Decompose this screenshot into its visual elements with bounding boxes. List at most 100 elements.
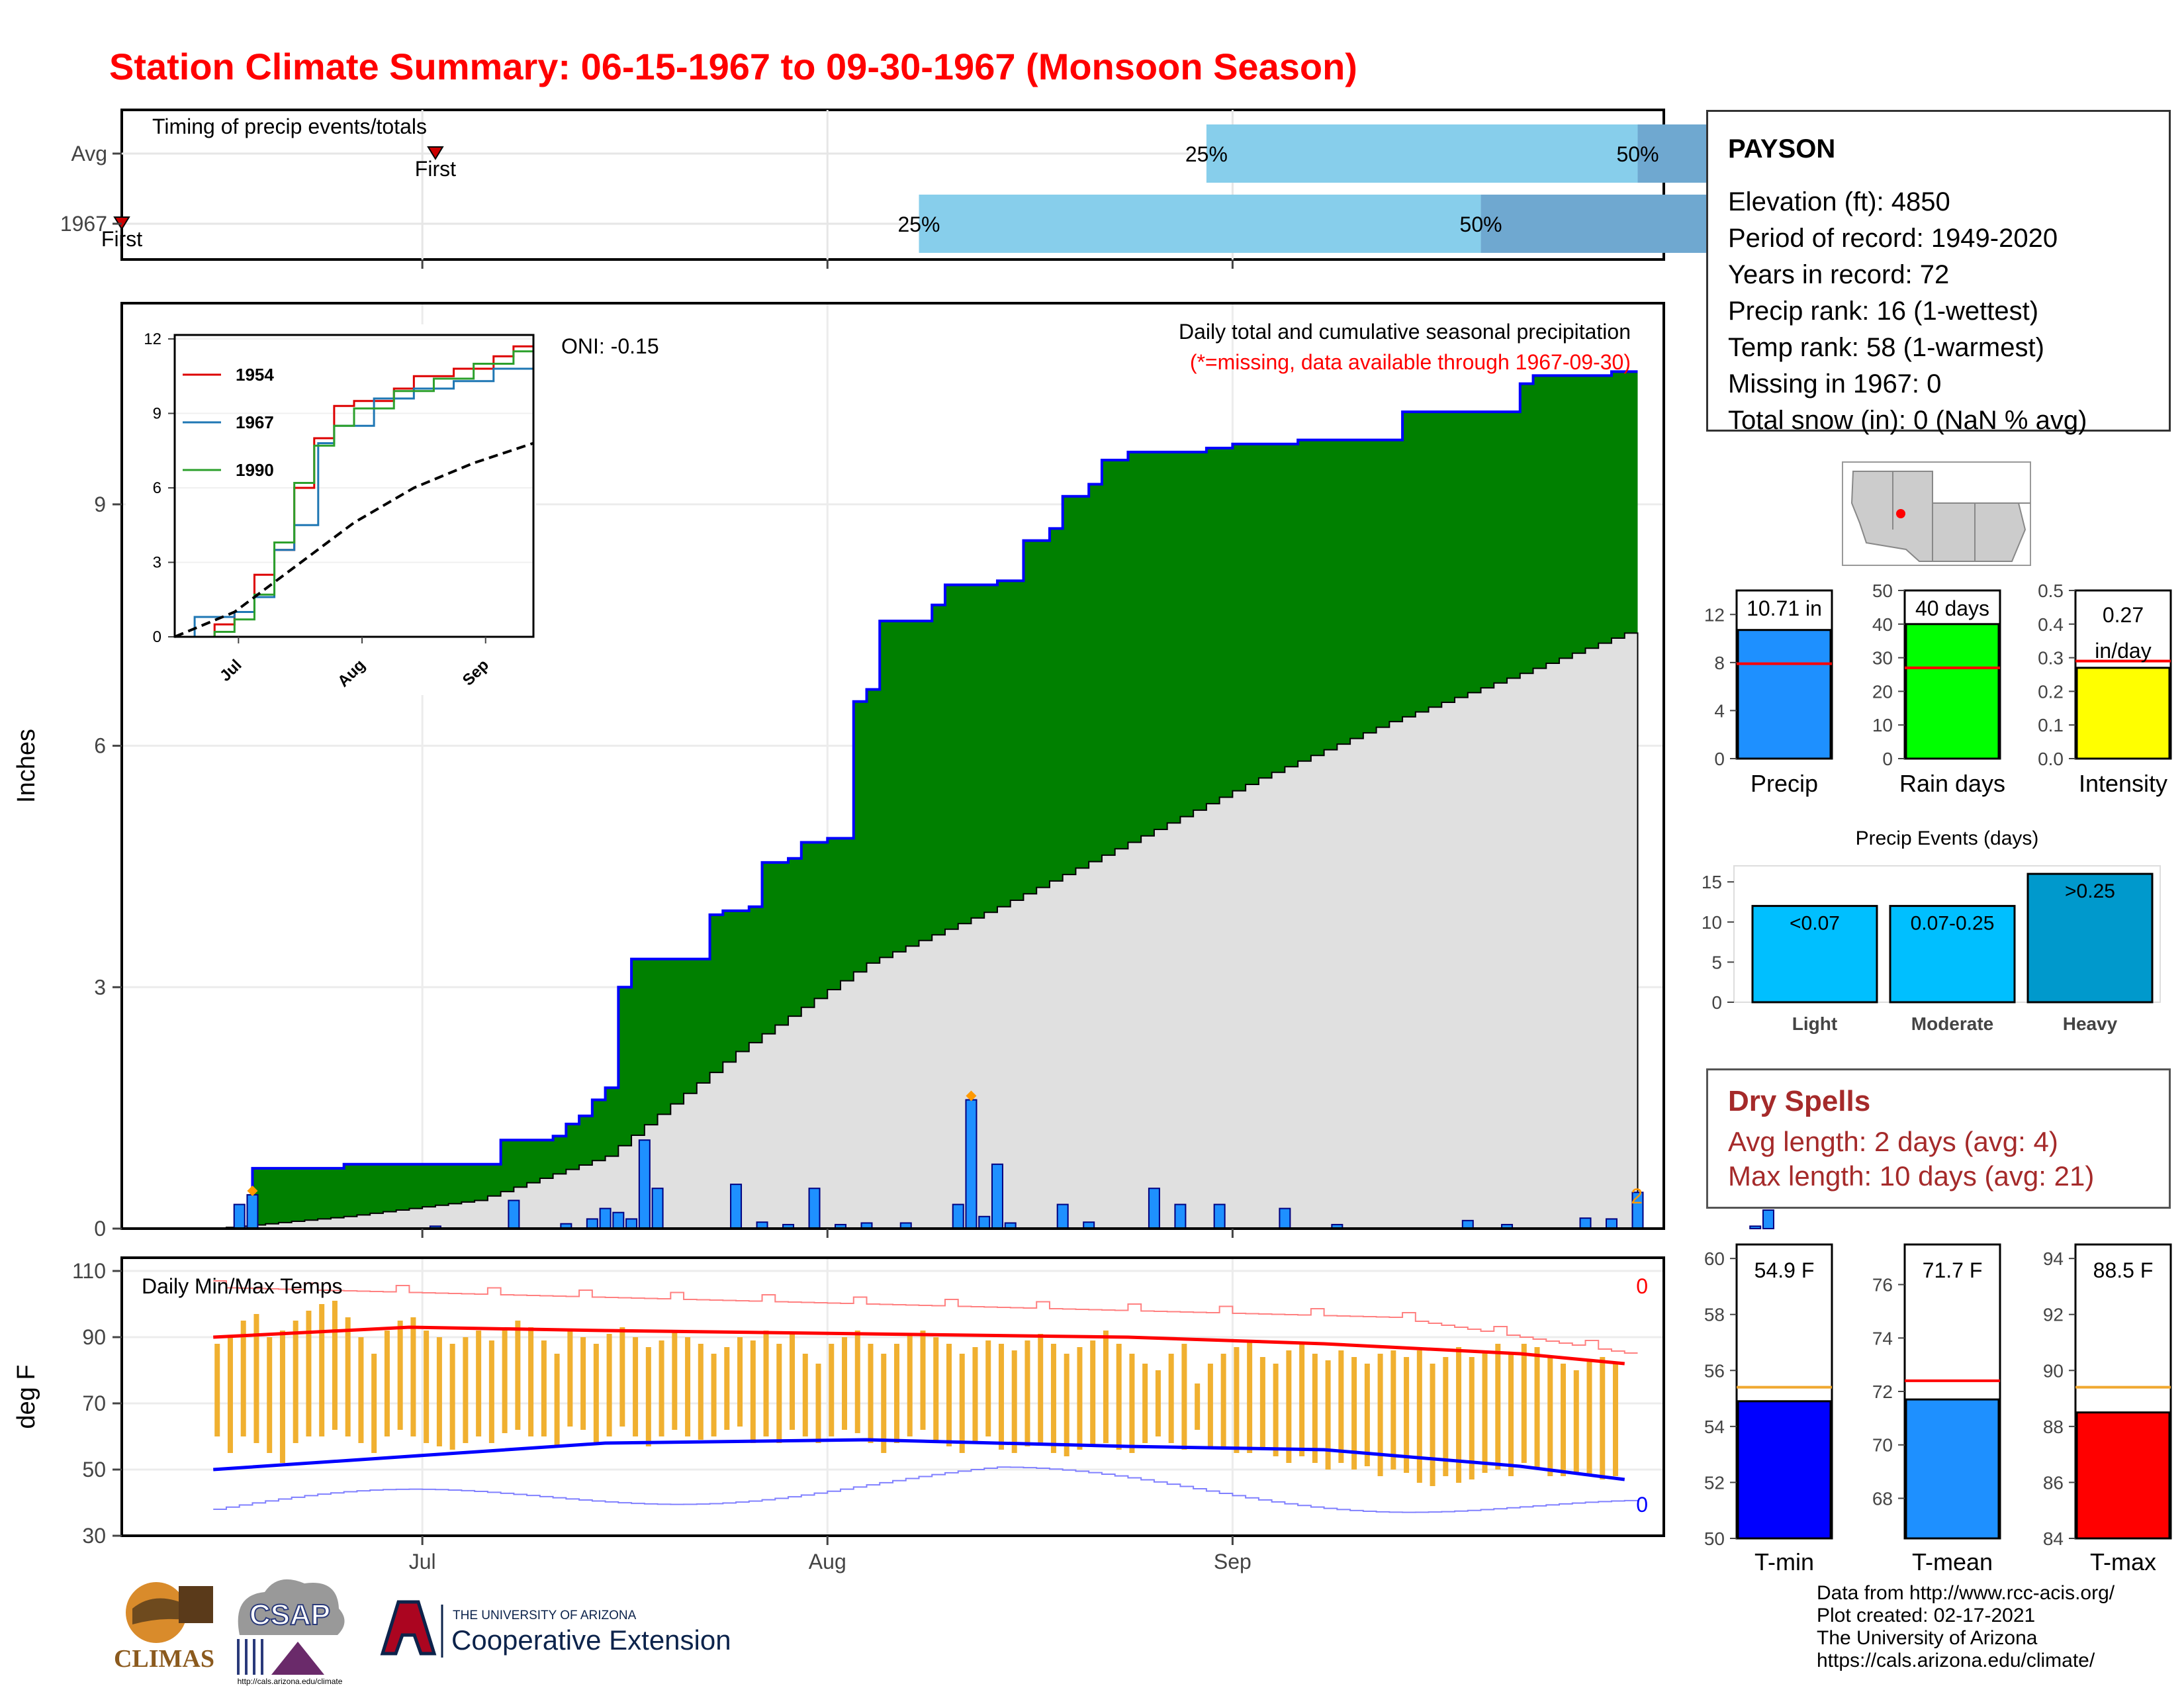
- inset-legend-label: 1967: [236, 412, 274, 432]
- inset-y-tick-label: 0: [153, 628, 161, 646]
- inset-y-tick-label: 12: [144, 330, 161, 348]
- daily-temp-range-bar: [1416, 1350, 1422, 1483]
- daily-precip-bar: [1213, 1203, 1226, 1229]
- rain-days-chart-y-tick-label: 40: [1872, 614, 1893, 635]
- daily-temp-range-bar: [998, 1344, 1004, 1450]
- daily-precip-bar: [1579, 1217, 1592, 1230]
- tmax-chart-y-tick-label: 88: [2043, 1417, 2064, 1437]
- temp-y-tick-label: 70: [82, 1391, 106, 1415]
- csap-cloud-icon: [238, 1579, 345, 1635]
- daily-temp-range-bar: [1064, 1354, 1069, 1456]
- daily-temp-range-bar: [1561, 1364, 1567, 1476]
- ua-logo: THE UNIVERSITY OF ARIZONA Cooperative Ex…: [380, 1600, 731, 1658]
- daily-temp-range-bar: [606, 1334, 612, 1436]
- inset-y-tick-label: 6: [153, 479, 161, 497]
- daily-temp-range-bar: [306, 1311, 312, 1436]
- page-title: Station Climate Summary: 06-15-1967 to 0…: [109, 46, 1357, 87]
- daily-temp-range-bar: [763, 1331, 769, 1436]
- tmin-chart-y-tick-label: 60: [1704, 1248, 1725, 1269]
- daily-temp-range-bar: [449, 1344, 455, 1450]
- daily-temp-range-bar: [985, 1340, 991, 1436]
- daily-precip-bar: [1148, 1188, 1160, 1230]
- daily-temp-range-bar: [1259, 1357, 1265, 1450]
- daily-temp-range-bar: [1129, 1354, 1135, 1453]
- station-temp-rank: Temp rank: 58 (1-warmest): [1728, 333, 2044, 362]
- daily-temp-range-bar: [1234, 1347, 1240, 1453]
- intensity-unit: in/day: [2095, 639, 2151, 663]
- intensity-chart-y-tick-label: 0.2: [2038, 681, 2064, 702]
- station-location-marker: [1896, 509, 1905, 518]
- map-borders: [1892, 471, 2030, 561]
- rain-days-chart-bar: [1905, 623, 2000, 760]
- tmin-chart-y-tick-label: 50: [1704, 1528, 1725, 1549]
- daily-temp-range-bar: [1600, 1357, 1606, 1479]
- daily-temp-range-bar: [972, 1347, 978, 1443]
- temp-panel: 30 50 70 90 110 Jul Aug Sep Daily Min/Max Temp…: [13, 1256, 1665, 1573]
- precip-events-bar: [2026, 872, 2154, 1004]
- timing-first-label: First: [101, 227, 142, 251]
- precip-subheader: (*=missing, data available through 1967-…: [1190, 350, 1631, 374]
- precip-events-y-tick-label: 0: [1711, 992, 1722, 1013]
- daily-temp-range-bar: [659, 1340, 664, 1436]
- precip-events-y-tick-label: 5: [1711, 952, 1722, 972]
- daily-temp-range-bar: [1508, 1354, 1514, 1476]
- daily-temp-range-bar: [1207, 1364, 1213, 1446]
- daily-temp-range-bar: [528, 1327, 534, 1436]
- precip-events-y-tick-label: 10: [1702, 912, 1722, 933]
- temp-x-tick-label: Aug: [809, 1550, 846, 1573]
- daily-temp-range-bar: [436, 1337, 442, 1446]
- daily-temp-range-bar: [554, 1354, 560, 1446]
- csap-logo: CSAP http://cals.arizona.edu/climate: [237, 1579, 345, 1686]
- daily-temp-range-bar: [672, 1331, 678, 1430]
- intensity-chart-y-tick-label: 0.0: [2038, 749, 2064, 769]
- daily-temp-range-bar: [842, 1337, 848, 1430]
- tmean-chart-y-tick-label: 70: [1872, 1435, 1893, 1456]
- climas-mesa-icon: [179, 1586, 213, 1623]
- precip-y-tick-label: 3: [94, 975, 106, 999]
- rain-days-chart-y-tick-label: 30: [1872, 648, 1893, 669]
- precip-events-chart: Precip Events (days) 0 5 10 15 <0.07 Light 0.07…: [1702, 827, 2161, 1034]
- daily-temp-range-bar: [724, 1347, 730, 1430]
- tmax-chart-y-tick-label: 94: [2043, 1248, 2064, 1269]
- timing-row-label: Avg: [71, 142, 107, 165]
- daily-temp-range-bar: [854, 1331, 860, 1433]
- daily-precip-bar: [651, 1188, 664, 1230]
- tmean-chart-y-tick-label: 72: [1872, 1382, 1893, 1402]
- daily-precip-bar: [1606, 1218, 1618, 1230]
- temp-y-tick-label: 110: [72, 1259, 106, 1283]
- oni-label: ONI: -0.15: [561, 334, 659, 358]
- inset-series-line: [174, 442, 534, 638]
- daily-temp-range-bar: [279, 1331, 285, 1463]
- daily-temp-range-bar: [1534, 1347, 1540, 1470]
- daily-temp-range-bar: [868, 1344, 874, 1443]
- inset-legend-label: 1954: [236, 365, 274, 385]
- daily-temp-range-bar: [1103, 1331, 1109, 1443]
- daily-temp-range-bar: [1286, 1350, 1292, 1463]
- precip-ylabel: Inches: [13, 729, 40, 803]
- daily-temp-range-bar: [515, 1321, 521, 1430]
- daily-precip-bar: [233, 1203, 246, 1229]
- tmin-chart-y-tick-label: 54: [1704, 1417, 1725, 1437]
- daily-precip-bar: [965, 1099, 978, 1229]
- ua-small-text: THE UNIVERSITY OF ARIZONA: [453, 1609, 637, 1622]
- daily-temp-range-bar: [1377, 1354, 1383, 1476]
- precip-events-bar: [1889, 905, 2016, 1004]
- precip-events-bar-label: <0.07: [1790, 913, 1840, 935]
- precip-total-chart-y-tick-label: 0: [1714, 749, 1725, 769]
- daily-temp-range-bar: [698, 1344, 704, 1440]
- precip-y-tick-label: 6: [94, 734, 106, 758]
- rain-days-chart: 0 10 20 30 40 50 40 days Rain days: [1872, 581, 2005, 797]
- station-years: Years in record: 72: [1728, 260, 1950, 289]
- daily-precip-bar: [952, 1203, 964, 1229]
- daily-precip-bar: [1056, 1203, 1069, 1229]
- daily-temp-range-bar: [1613, 1364, 1619, 1476]
- station-missing: Missing in 1967: 0: [1728, 369, 1942, 399]
- daily-temp-range-bar: [580, 1337, 586, 1430]
- daily-temp-range-bar: [319, 1304, 325, 1436]
- daily-temp-range-bar: [345, 1317, 351, 1436]
- rain-days-value: 40 days: [1915, 596, 1989, 620]
- daily-temp-range-bar: [815, 1364, 821, 1443]
- daily-temp-range-bar: [214, 1344, 220, 1436]
